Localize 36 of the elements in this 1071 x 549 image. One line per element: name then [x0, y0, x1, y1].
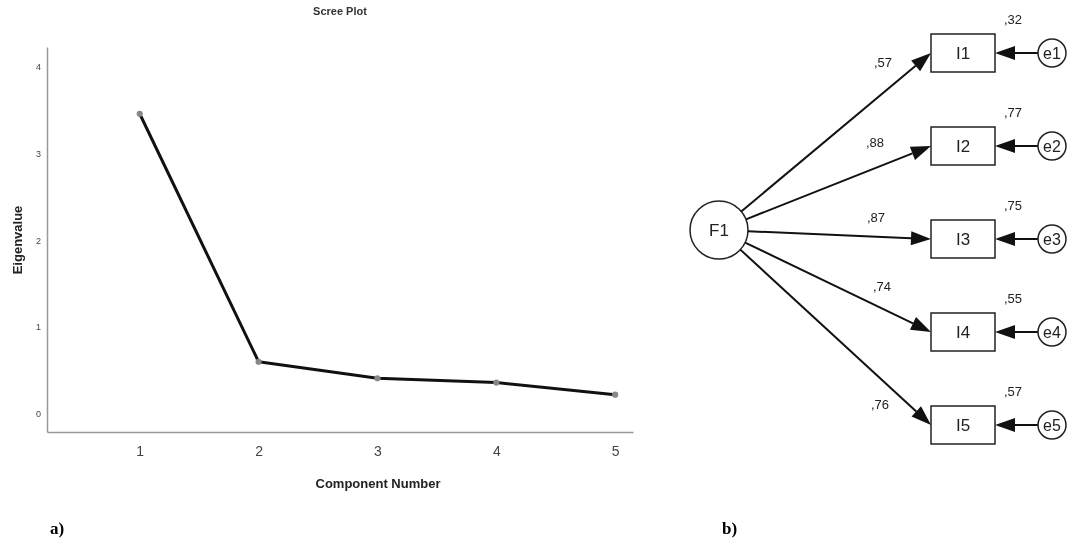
text: ,88	[865, 135, 885, 150]
text: e4	[1043, 324, 1061, 341]
text: I2	[955, 137, 971, 156]
text: I3	[955, 230, 971, 249]
text: ,55	[1003, 291, 1023, 306]
text: b)	[722, 519, 738, 538]
text: I4	[955, 323, 971, 342]
x-tick-label: 3	[374, 442, 383, 459]
text: ,76	[870, 397, 890, 412]
y-tick-label: 1	[35, 322, 41, 333]
text: ,32	[1003, 12, 1023, 27]
x-tick-label: 4	[492, 442, 501, 459]
text: e5	[1043, 417, 1061, 434]
text: ,75	[1003, 198, 1023, 213]
text: ,57	[873, 55, 893, 70]
text: ,57	[1003, 384, 1023, 399]
text: I5	[955, 416, 971, 435]
y-tick-label: 2	[35, 235, 41, 246]
text: I1	[955, 44, 971, 63]
text: ,74	[872, 279, 892, 294]
x-tick-label: 5	[611, 442, 620, 459]
text: e3	[1043, 231, 1061, 248]
chart-title: Scree Plot	[313, 5, 368, 17]
text: e1	[1043, 45, 1061, 62]
y-tick-label: 4	[35, 62, 41, 73]
x-tick-label: 1	[136, 442, 145, 459]
text: a)	[50, 519, 65, 538]
y-tick-label: 3	[35, 149, 41, 160]
y-axis-title: Eigenvalue	[10, 205, 25, 275]
text: ,77	[1003, 105, 1023, 120]
y-tick-label: 0	[35, 409, 41, 420]
text: e2	[1043, 138, 1061, 155]
x-tick-label: 2	[255, 442, 264, 459]
text: F1	[709, 221, 729, 240]
x-axis-title: Component Number	[315, 476, 441, 491]
text: ,87	[866, 210, 886, 225]
